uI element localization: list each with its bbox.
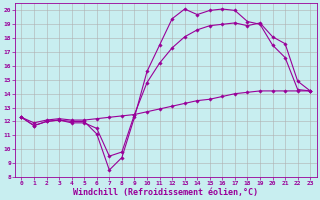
X-axis label: Windchill (Refroidissement éolien,°C): Windchill (Refroidissement éolien,°C): [73, 188, 258, 197]
